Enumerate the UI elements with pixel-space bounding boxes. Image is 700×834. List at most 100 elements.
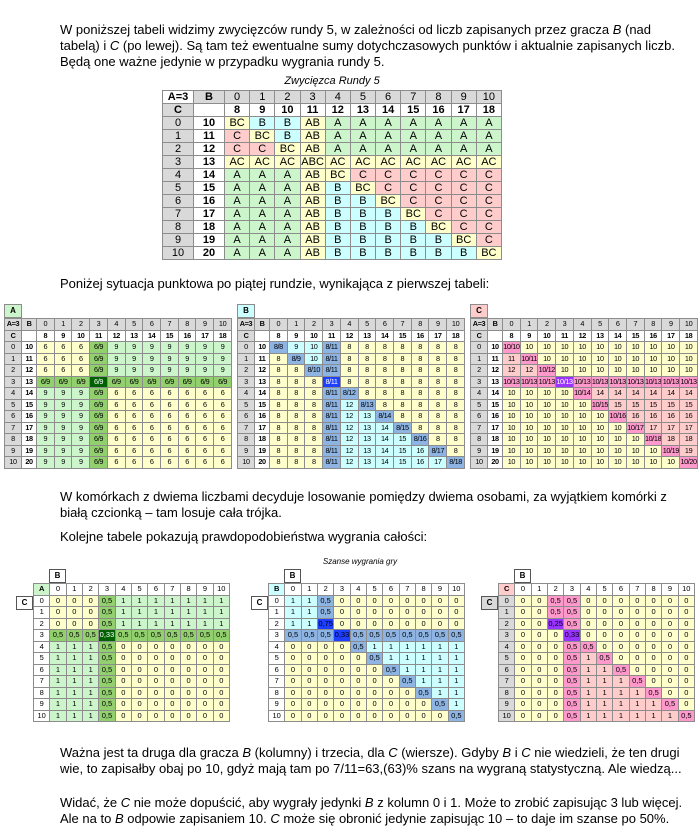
points-cell: 10 xyxy=(519,398,539,411)
points-cell: 6/9 xyxy=(89,398,108,411)
probability-cell: 0,5 xyxy=(563,652,581,665)
b-sum-header: 11 xyxy=(89,329,108,342)
points-cell: 10/13 xyxy=(502,375,521,388)
c-value-header: 10 xyxy=(497,709,516,722)
probability-cell: 1 xyxy=(49,686,67,699)
probability-cell: 0 xyxy=(284,709,302,722)
c-header: C xyxy=(470,329,488,342)
points-cell: 8 xyxy=(375,398,395,411)
points-cell: 17 xyxy=(661,421,681,434)
b-sum-header: 15 xyxy=(160,329,179,342)
points-cell: 8 xyxy=(375,375,395,388)
table-row: 1 11 11 10/11 10 10 10 10 10 10 10 10 10 xyxy=(470,352,698,365)
table-row: 1 1 1 0,5 0 0 0 0 0 0 0 0 xyxy=(267,606,466,619)
points-cell: 10/13 xyxy=(555,375,574,388)
points-cell: 14 xyxy=(375,456,395,469)
probability-cell: 0 xyxy=(579,594,597,607)
points-cell: 10 xyxy=(572,352,592,365)
probability-cell: 0 xyxy=(530,640,548,653)
probability-cell: 0,5 xyxy=(447,709,466,722)
b-sum-header: 11 xyxy=(555,329,574,342)
b-value-header: 3 xyxy=(89,318,108,331)
probability-cell: 0 xyxy=(661,606,679,619)
points-cell: 10/13 xyxy=(679,375,698,388)
probability-cell: 1 xyxy=(81,663,100,676)
draw-note-paragraph: W komórkach z dwiema liczbami decyduje l… xyxy=(60,489,667,520)
b-axis-label: B xyxy=(284,569,301,583)
winner-cell: A xyxy=(223,246,251,260)
probability-cell: 1 xyxy=(130,594,149,607)
probability-cell: 1 xyxy=(612,675,630,688)
b-sum-header: 14 xyxy=(142,329,162,342)
text-segment: Ważna jest ta druga dla gracza xyxy=(60,745,243,760)
table-row: 7 17 A A A AB B B B BC C C C xyxy=(162,207,503,221)
probability-cell: 0 xyxy=(644,629,663,642)
points-cell: 10 xyxy=(572,433,592,446)
points-cell: 8 xyxy=(428,398,448,411)
points-cell: 8 xyxy=(357,341,377,354)
points-cell: 10/13 xyxy=(626,375,645,388)
probability-cell: 1 xyxy=(81,698,100,711)
probability-cell: 0 xyxy=(130,640,149,653)
probability-cell: 0 xyxy=(661,675,679,688)
probability-cell: 0 xyxy=(447,617,466,630)
points-cell: 8 xyxy=(339,375,359,388)
probability-cell: 0 xyxy=(431,617,449,630)
table-row: 6 0 0 0 0,5 1 1 0,5 0 0 0 0 xyxy=(497,663,696,676)
points-cell: 6 xyxy=(142,410,162,423)
probability-cell: 1 xyxy=(579,698,597,711)
winner-cell: AB xyxy=(299,168,326,182)
winner-cell: B xyxy=(324,233,351,247)
text-segment: W poniższej tabeli widzimy zwycięzców ru… xyxy=(60,22,613,37)
probability-cell: 1 xyxy=(65,640,83,653)
player-name: C xyxy=(120,795,131,810)
winner-cell: AC xyxy=(274,155,301,169)
winner-cell: A xyxy=(223,194,251,208)
probability-cell: 0 xyxy=(628,652,646,665)
points-cell: 14 xyxy=(375,433,395,446)
probability-cell: 1 xyxy=(579,686,597,699)
points-cell: 14 xyxy=(679,387,698,400)
table-row: 7 17 8 8 8 8/11 12 13 14 8/15 8 8 8 xyxy=(237,421,465,434)
points-cell: 10 xyxy=(519,410,539,423)
probability-cell: 0 xyxy=(514,686,532,699)
table-row: 0 10 6 6 6 6/9 9 9 9 9 9 9 9 xyxy=(4,341,232,354)
winner-cell: C xyxy=(425,207,452,221)
points-cell: 6 xyxy=(106,398,126,411)
c-value-header: 7 xyxy=(32,675,51,688)
points-cell: 9 xyxy=(71,444,91,457)
table-row: 2 12 8 8 8/10 8/11 8 8 8 8 8 8 8 xyxy=(237,364,465,377)
winner-cell: AC xyxy=(425,155,452,169)
c-value-header: 8 xyxy=(237,433,255,446)
points-cell: 10 xyxy=(572,421,592,434)
points-cell: 10 xyxy=(608,352,628,365)
c-value-header: 9 xyxy=(4,444,22,457)
probability-cell: 0 xyxy=(130,675,149,688)
points-cell: 6 xyxy=(53,341,73,354)
winner-cell: A xyxy=(400,116,427,130)
probability-cell: 0,5 xyxy=(563,606,581,619)
probability-cell: 0 xyxy=(212,652,231,665)
b-value-header: 10 xyxy=(475,90,503,104)
winner-cell: AC xyxy=(249,155,276,169)
probability-cell: 0 xyxy=(514,663,532,676)
probability-cell: 1 xyxy=(431,663,449,676)
probability-cell: 1 xyxy=(414,652,433,665)
c-sum-header: 19 xyxy=(193,233,225,247)
player-name: B xyxy=(242,745,252,760)
b-sum-header: 13 xyxy=(124,329,144,342)
probability-cell: 0 xyxy=(365,606,384,619)
winner-cell: A xyxy=(400,142,427,156)
probability-cell: 0 xyxy=(212,709,231,722)
probability-cell: 1 xyxy=(628,698,646,711)
points-cell: 10 xyxy=(679,352,698,365)
points-cell: 9 xyxy=(106,364,126,377)
table-row: 10 20 A A A AB B B B B B B BC xyxy=(162,246,503,260)
probability-cell: 0 xyxy=(284,675,302,688)
c-value-header: 7 xyxy=(4,421,22,434)
b-sum-header: 13 xyxy=(349,103,377,117)
points-cell: 10 xyxy=(572,456,592,469)
winner-cell: C xyxy=(400,168,427,182)
probability-cell: 0 xyxy=(130,686,149,699)
b-sum-header: 16 xyxy=(410,329,430,342)
